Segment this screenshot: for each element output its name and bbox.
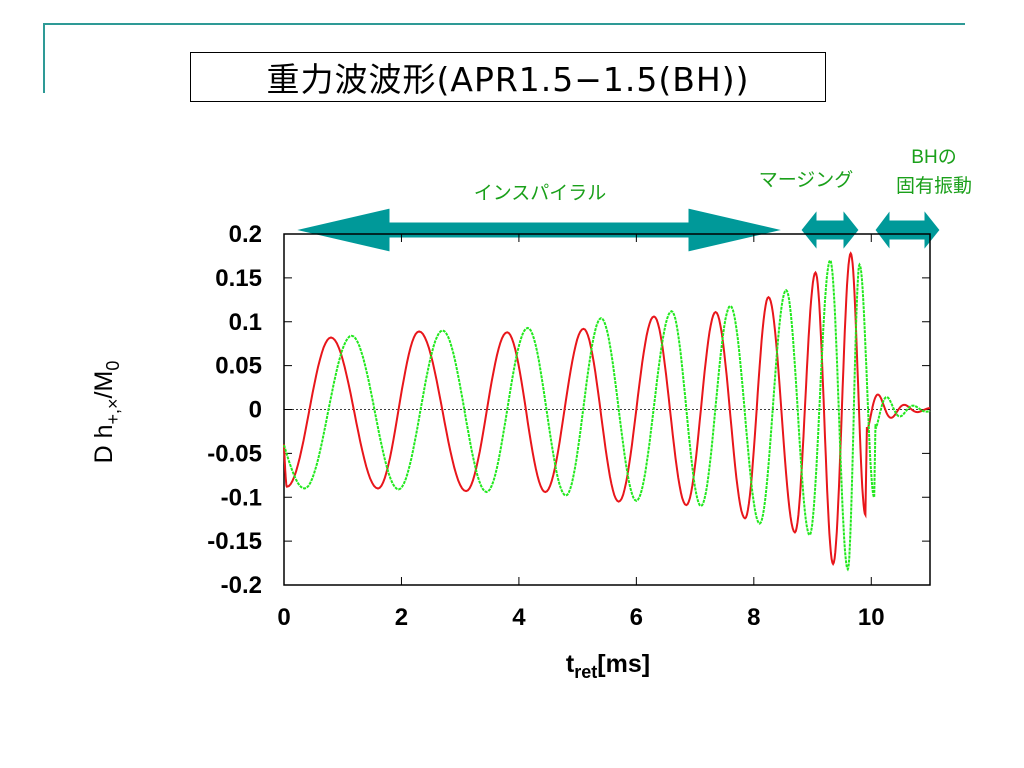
series-line-green xyxy=(283,258,931,572)
x-tick-label: 4 xyxy=(512,604,526,631)
phase-label-ringdown-line2: 固有振動 xyxy=(896,175,972,197)
y-tick-label: 0.05 xyxy=(215,353,262,380)
y-tick-label: -0.05 xyxy=(207,440,262,467)
series-layer xyxy=(283,251,931,572)
phase-arrows xyxy=(294,207,941,253)
x-axis-label: tret[ms] xyxy=(566,650,650,682)
y-axis-label: D h+,×/M0 xyxy=(90,361,123,464)
y-tick-label: -0.15 xyxy=(207,528,262,555)
y-axis-label-unit: /M xyxy=(90,371,118,399)
axis-ticks: 0 2 4 6 8 10 0.2 0.15 0.1 0.05 0 -0.05 -0.1 -0.15 -0.2 xyxy=(207,221,930,631)
ringdown-arrow xyxy=(874,208,941,252)
x-tick-label: 10 xyxy=(858,604,885,631)
slide-title-text: 重力波波形(APR1.5−1.5(BH)) xyxy=(266,60,750,99)
x-axis-label-main: t xyxy=(566,650,575,678)
x-tick-label: 6 xyxy=(630,604,643,631)
phase-label-inspiral: インスパイラル xyxy=(474,183,607,204)
x-tick-label: 0 xyxy=(277,604,290,631)
phase-label-ringdown-line1: BHの xyxy=(911,147,956,168)
y-axis-label-main: D h xyxy=(90,424,118,463)
x-axis-label-sub: ret xyxy=(574,662,597,682)
x-tick-label: 8 xyxy=(747,604,760,631)
y-tick-label: 0 xyxy=(249,397,262,424)
merging-arrow xyxy=(800,208,860,252)
y-tick-label: -0.2 xyxy=(221,572,262,599)
decorative-line-vertical xyxy=(43,23,45,93)
y-tick-label: -0.1 xyxy=(221,484,262,511)
decorative-line-horizontal xyxy=(43,23,965,25)
phase-label-merging: マージング xyxy=(759,169,854,191)
y-tick-label: 0.15 xyxy=(215,265,262,292)
inspiral-arrow xyxy=(294,207,784,253)
x-axis-label-unit: [ms] xyxy=(597,650,650,678)
series-line-red xyxy=(283,251,930,566)
y-tick-label: 0.2 xyxy=(229,221,262,248)
y-axis-label-unit-sub: 0 xyxy=(103,361,123,371)
y-axis-label-sub: +,× xyxy=(103,398,123,424)
slide-title: 重力波波形(APR1.5−1.5(BH)) xyxy=(190,52,826,102)
x-tick-label: 2 xyxy=(395,604,408,631)
y-tick-label: 0.1 xyxy=(229,309,262,336)
